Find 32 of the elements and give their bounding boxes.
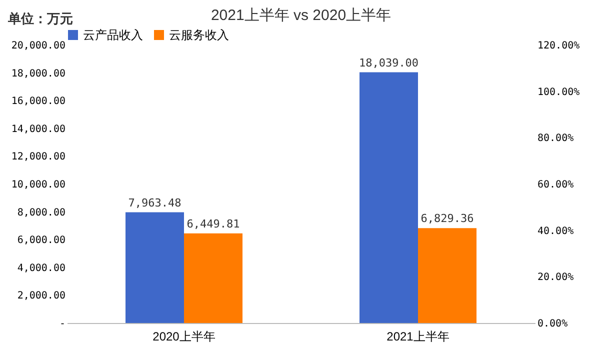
chart-title: 2021上半年 vs 2020上半年 (210, 7, 392, 24)
text: 单位：万元 (8, 10, 73, 28)
y-tick-label: 10,000.00 (11, 180, 66, 190)
x-tick-label: 2021上半年 (386, 330, 450, 344)
data-label: 6,449.81 (186, 217, 240, 230)
y-tick-label: - (59, 318, 66, 330)
legend-label: 云产品收入 (83, 28, 143, 42)
y2-tick-label: 120.00% (538, 40, 580, 52)
data-label: 7,963.48 (128, 196, 182, 210)
y-tick-label: 12,000.00 (11, 152, 66, 163)
y2-tick-label: 40.00% (538, 226, 574, 237)
y2-tick-label: 100.00% (538, 86, 580, 98)
data-label: 6,829.36 (420, 212, 474, 226)
y-tick-label: 4,000.00 (17, 262, 66, 274)
y2-tick-label: 80.00% (538, 133, 574, 144)
y2-tick-label: 60.00% (538, 180, 574, 190)
bar (184, 233, 242, 323)
data-label: 18,039.00 (358, 56, 419, 70)
legend-label: 云服务收入 (169, 28, 229, 42)
y2-tick-label: 0.00% (538, 318, 568, 330)
y-tick-label: 20,000.00 (11, 40, 66, 52)
bar (126, 212, 184, 323)
y-tick-label: 14,000.00 (11, 124, 66, 135)
x-tick-label: 2020上半年 (152, 330, 216, 344)
bar (418, 228, 476, 323)
y-tick-label: 18,000.00 (11, 68, 66, 80)
y-tick-label: 2,000.00 (17, 290, 66, 302)
y-tick-label: 16,000.00 (11, 96, 66, 108)
bar (360, 72, 418, 323)
y-tick-label: 6,000.00 (17, 235, 66, 246)
y-tick-label: 8,000.00 (17, 207, 66, 218)
y2-tick-label: 20.00% (538, 272, 574, 284)
